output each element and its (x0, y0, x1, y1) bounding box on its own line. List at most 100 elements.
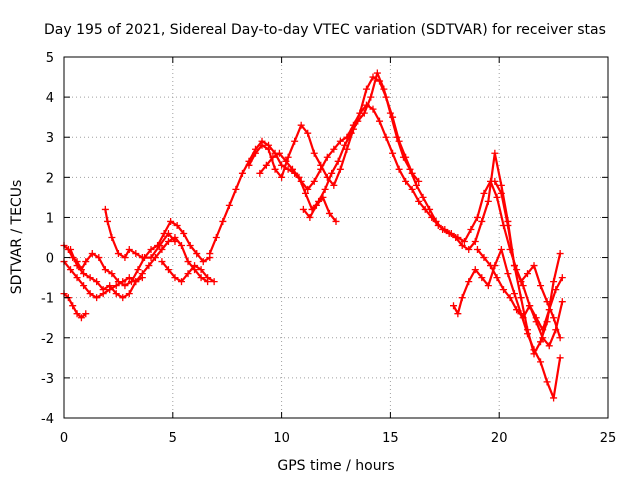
data-point (288, 165, 296, 173)
y-tick-label: -2 (41, 332, 54, 347)
data-point (484, 197, 492, 205)
data-point (319, 193, 327, 201)
data-point (125, 246, 133, 254)
data-point (406, 165, 414, 173)
data-point (297, 121, 305, 129)
data-point (532, 318, 540, 326)
data-point (500, 286, 508, 294)
data-point (539, 334, 547, 342)
x-tick-label: 10 (273, 431, 290, 446)
data-point (386, 109, 394, 117)
data-point (445, 229, 453, 237)
data-point (471, 238, 479, 246)
data-point (510, 262, 518, 270)
data-point (530, 262, 538, 270)
y-tick-label: 5 (46, 51, 54, 66)
series-line (104, 208, 177, 259)
data-point (306, 213, 314, 221)
series-line (69, 248, 144, 299)
data-point (537, 282, 545, 290)
data-point (138, 274, 146, 282)
data-point (206, 250, 214, 258)
series-12 (473, 246, 566, 350)
data-point (419, 193, 427, 201)
y-tick-label: 1 (46, 211, 54, 226)
data-point (526, 302, 534, 310)
y-tick-label: 0 (46, 252, 54, 267)
data-point (471, 266, 479, 274)
data-point (454, 310, 462, 318)
data-point (523, 270, 531, 278)
data-point (473, 213, 481, 221)
data-point (382, 133, 390, 141)
data-point (330, 181, 338, 189)
data-point (543, 318, 551, 326)
data-point (399, 153, 407, 161)
data-point (302, 189, 310, 197)
data-point (393, 133, 401, 141)
data-point (101, 205, 109, 213)
data-point (67, 266, 75, 274)
data-point (550, 314, 558, 322)
data-point (513, 306, 521, 314)
data-point (271, 165, 279, 173)
data-point (80, 270, 88, 278)
data-point (310, 177, 318, 185)
data-point (119, 294, 127, 302)
axis-ticks: 0 5 10 15 20 25 -4 -3 -2 -1 0 1 2 3 4 5 (41, 51, 616, 446)
data-point (373, 69, 381, 77)
data-point (556, 250, 564, 258)
data-point (556, 334, 564, 342)
series-line (302, 196, 338, 223)
data-point (415, 197, 423, 205)
data-point (519, 314, 527, 322)
data-point (465, 278, 473, 286)
data-point (491, 177, 499, 185)
data-point (173, 221, 181, 229)
grid (64, 57, 608, 418)
data-point (558, 298, 566, 306)
data-point (426, 205, 434, 213)
data-point (180, 229, 188, 237)
data-point (506, 294, 514, 302)
data-point (556, 354, 564, 362)
data-point (132, 250, 140, 258)
series-2 (60, 290, 90, 322)
series-9 (299, 193, 340, 225)
data-point (295, 173, 303, 181)
data-point (473, 246, 481, 254)
data-point (334, 157, 342, 165)
data-point (156, 242, 164, 250)
data-point (323, 153, 331, 161)
data-point (458, 294, 466, 302)
data-point (82, 258, 90, 266)
data-point (450, 302, 458, 310)
data-point (101, 266, 109, 274)
data-point (121, 282, 129, 290)
data-point (550, 394, 558, 402)
data-point (537, 358, 545, 366)
data-point (395, 165, 403, 173)
data-point (167, 217, 175, 225)
data-point (73, 262, 81, 270)
data-point (460, 238, 468, 246)
data-point (325, 209, 333, 217)
data-point (389, 149, 397, 157)
data-point (199, 258, 207, 266)
data-point (537, 338, 545, 346)
x-tick-label: 25 (600, 431, 617, 446)
data-point (504, 221, 512, 229)
data-point (341, 141, 349, 149)
data-point (258, 141, 266, 149)
data-point (106, 282, 114, 290)
data-point (147, 246, 155, 254)
data-point (114, 250, 122, 258)
data-point (275, 149, 283, 157)
data-point (125, 290, 133, 298)
data-point (86, 290, 94, 298)
data-point (310, 149, 318, 157)
data-point (317, 161, 325, 169)
data-point (530, 350, 538, 358)
data-point (112, 282, 120, 290)
data-point (93, 294, 101, 302)
